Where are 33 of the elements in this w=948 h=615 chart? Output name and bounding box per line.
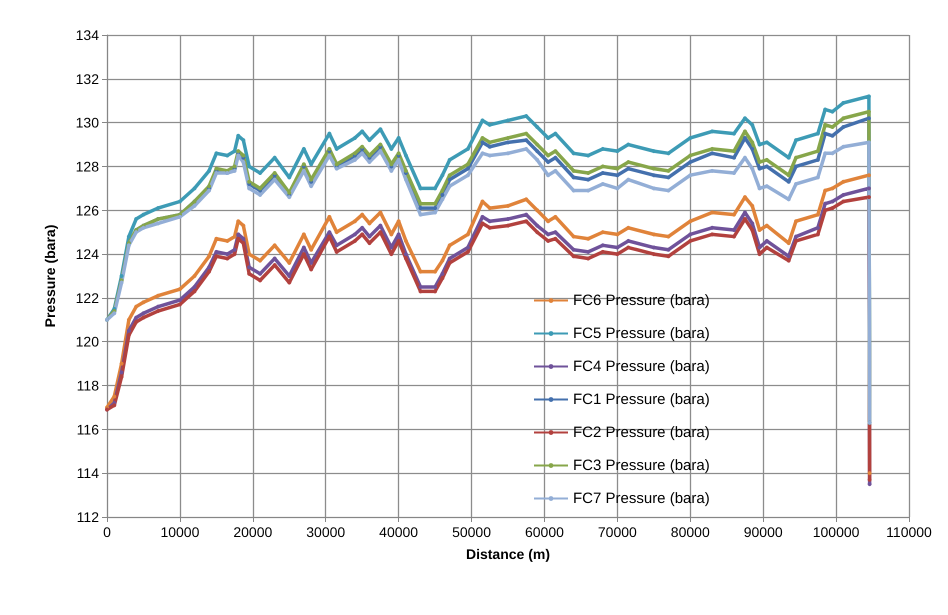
legend-label: FC4 Pressure (bara): [573, 358, 710, 375]
legend-label: FC3 Pressure (bara): [573, 457, 710, 474]
y-tick-label: 112: [76, 509, 100, 525]
x-tick-label: 10000: [160, 524, 200, 540]
legend-label: FC1 Pressure (bara): [573, 391, 710, 408]
legend-label: FC6 Pressure (bara): [573, 292, 710, 309]
x-tick-label: 110000: [886, 524, 932, 540]
x-tick-label: 70000: [598, 524, 638, 540]
y-tick-label: 128: [76, 158, 100, 174]
y-tick-label: 132: [76, 70, 100, 87]
y-tick-label: 122: [76, 290, 100, 306]
legend-label: FC2 Pressure (bara): [573, 424, 710, 441]
y-tick-label: 114: [76, 465, 100, 482]
x-tick-label: 60000: [524, 524, 564, 540]
x-tick-label: 30000: [306, 524, 346, 540]
y-axis-title: Pressure (bara): [42, 224, 58, 328]
x-tick-label: 50000: [452, 524, 492, 540]
x-tick-label: 40000: [379, 524, 418, 540]
x-tick-label: 0: [103, 524, 112, 540]
y-tick-label: 134: [76, 27, 100, 43]
x-tick-label: 80000: [670, 524, 710, 540]
x-tick-label: 90000: [744, 524, 783, 540]
x-axis-title: Distance (m): [466, 546, 550, 562]
y-tick-label: 130: [76, 114, 100, 131]
y-tick-label: 124: [76, 246, 100, 262]
x-tick-label: 100000: [812, 524, 860, 540]
legend-label: FC7 Pressure (bara): [573, 490, 710, 507]
legend-label: FC5 Pressure (bara): [573, 325, 710, 342]
y-tick-label: 116: [76, 421, 100, 438]
x-tick-label: 20000: [233, 524, 272, 540]
y-tick-label: 126: [76, 202, 100, 218]
y-tick-label: 120: [76, 334, 100, 350]
y-tick-label: 118: [76, 378, 100, 394]
